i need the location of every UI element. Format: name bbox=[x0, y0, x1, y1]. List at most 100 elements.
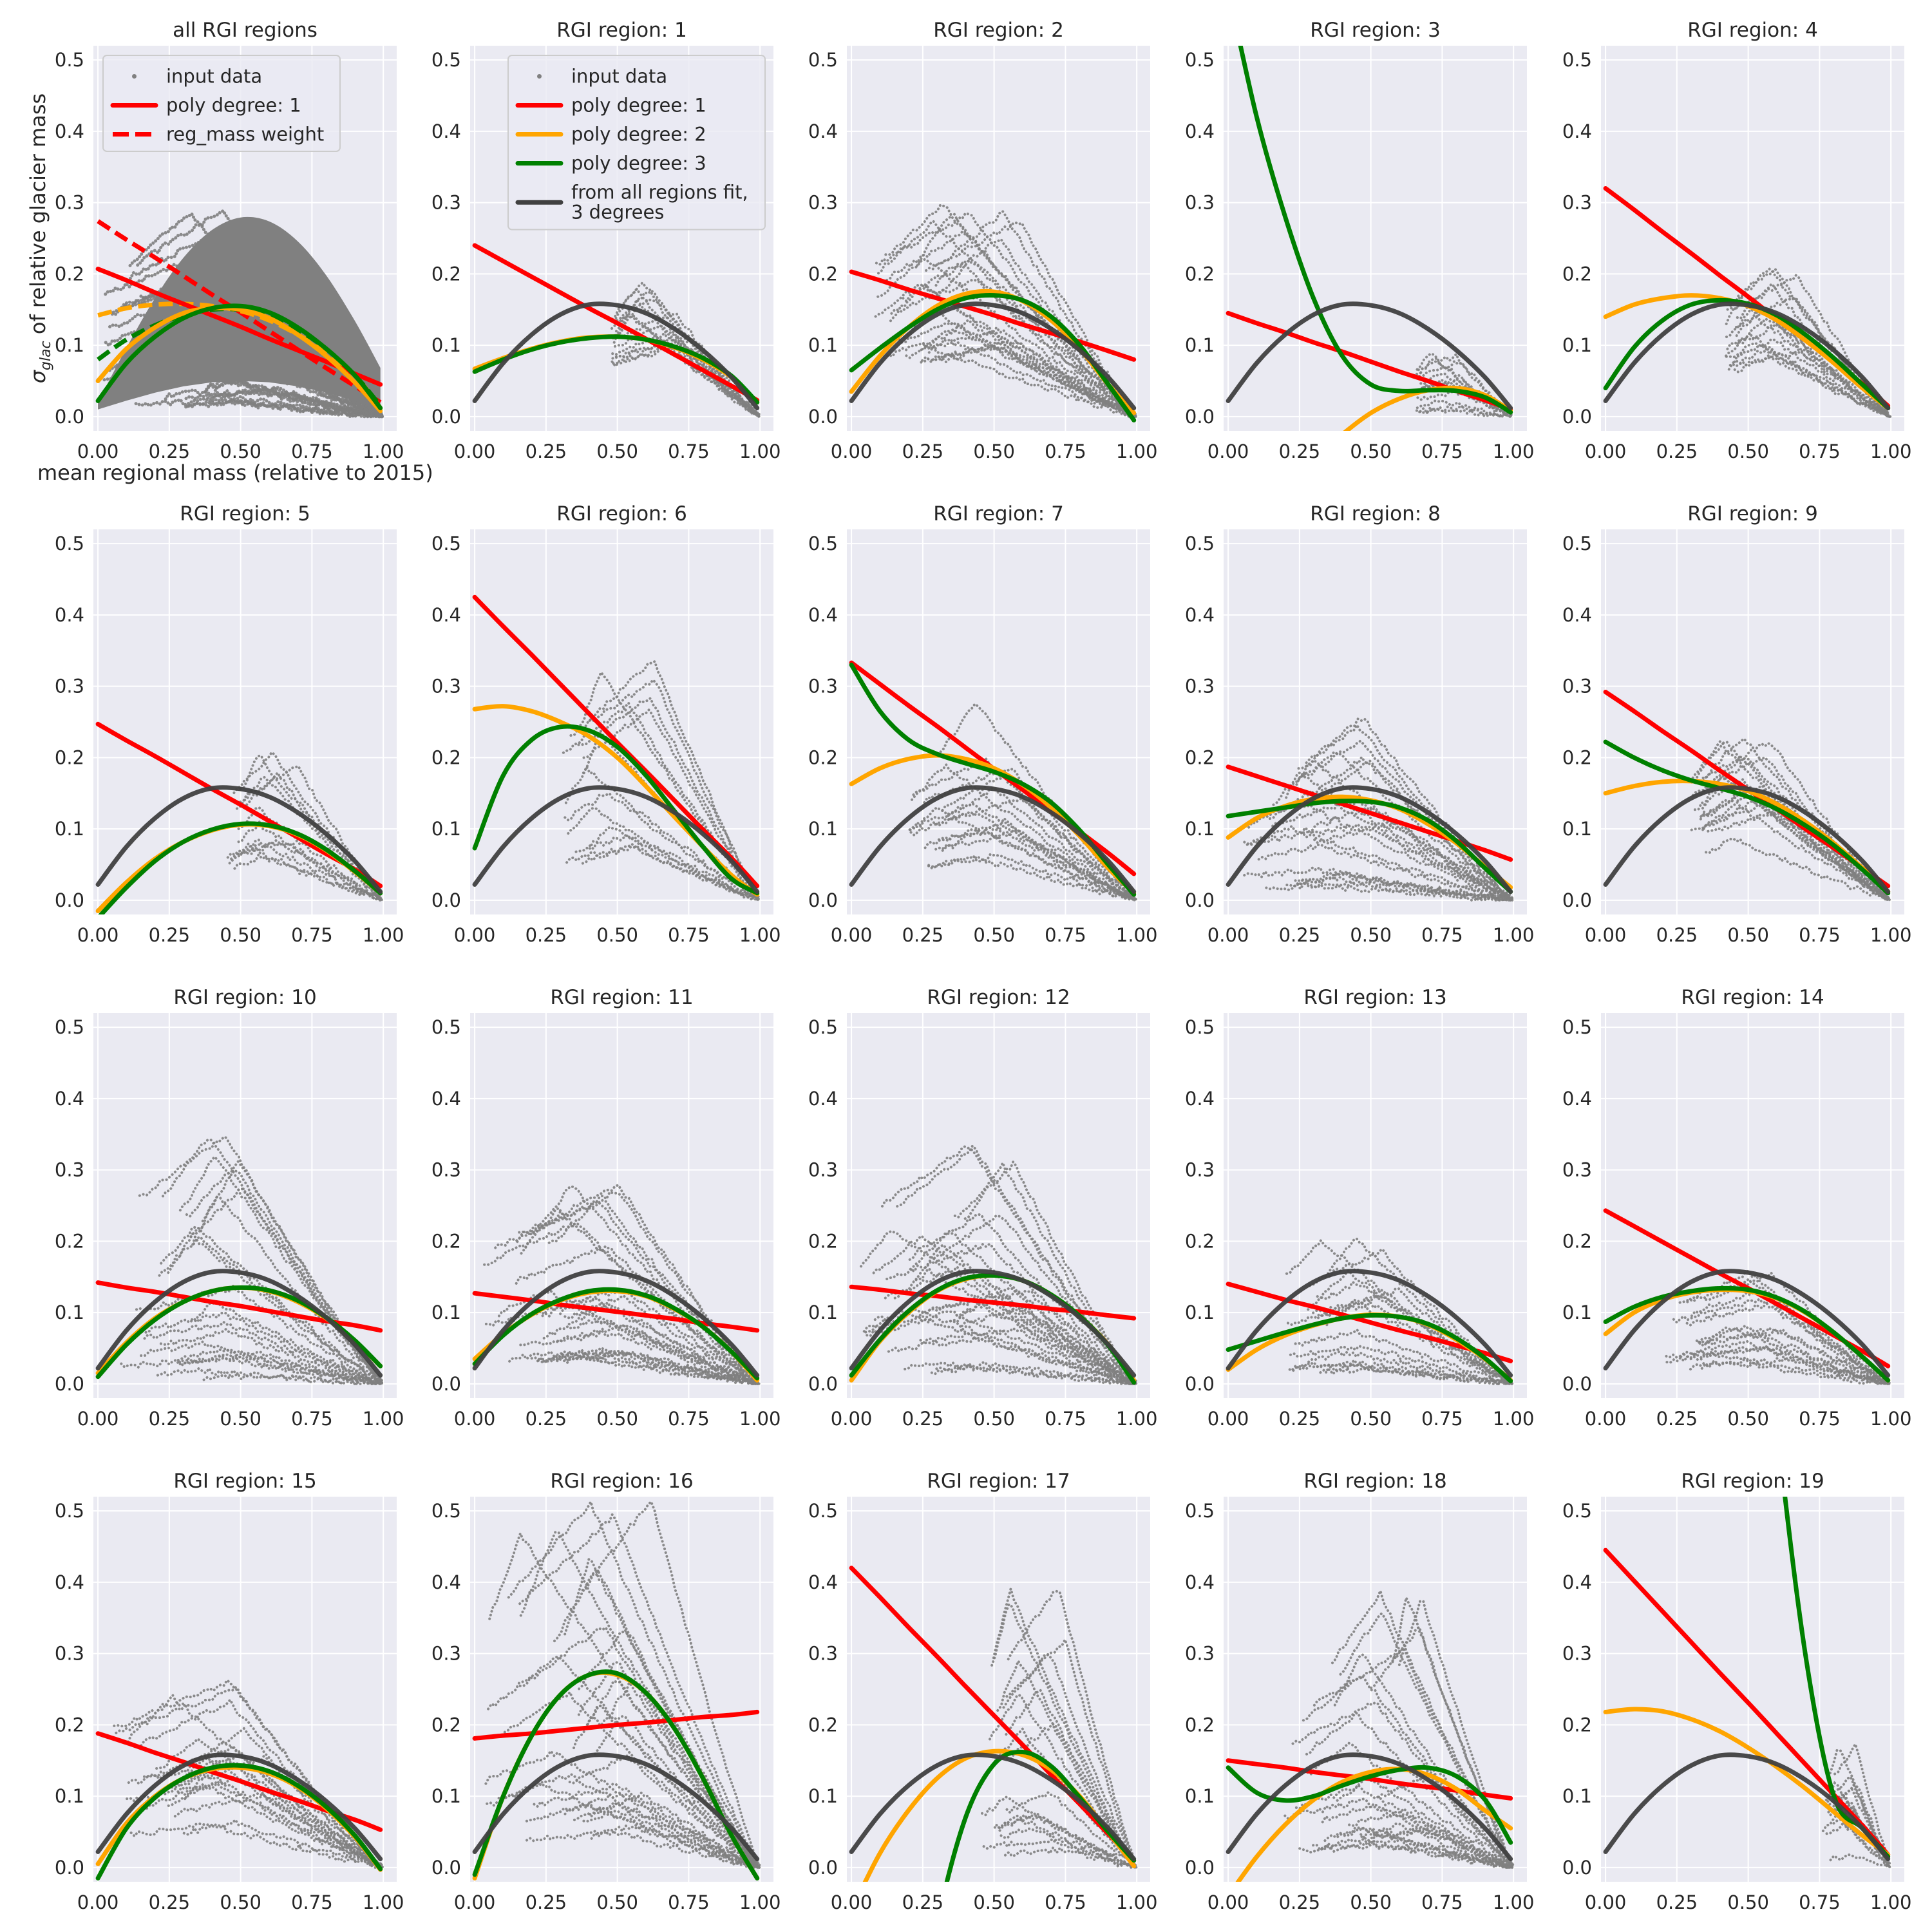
x-tick-label: 1.00 bbox=[1493, 440, 1535, 462]
input-data-trace bbox=[880, 320, 1137, 417]
y-tick-label: 0.5 bbox=[1562, 49, 1592, 71]
plot-content bbox=[1603, 1208, 1892, 1386]
subplot-title: RGI region: 5 bbox=[180, 502, 310, 526]
x-tick-label: 1.00 bbox=[363, 1408, 404, 1430]
y-tick-label: 0.1 bbox=[55, 334, 84, 356]
global-fit-curve bbox=[849, 1269, 1137, 1378]
y-tick-label: 0.5 bbox=[1185, 49, 1215, 71]
subplot-region-15: 0.00 0.25 0.50 0.75 1.00 0.0 0.1 0.2 0.3 0.4 0.5 RG… bbox=[55, 1470, 404, 1913]
y-tick-label: 0.1 bbox=[55, 818, 84, 840]
input-data-trace bbox=[1703, 785, 1891, 902]
input-data-trace bbox=[992, 1584, 1135, 1863]
x-axis-label: mean regional mass (relative to 2015) bbox=[37, 460, 433, 485]
y-tick-label: 0.5 bbox=[431, 1016, 461, 1038]
y-tick-label: 0.4 bbox=[1562, 1571, 1592, 1593]
input-data-trace bbox=[563, 1348, 761, 1385]
input-data-trace bbox=[886, 230, 1139, 418]
x-tick-label: 0.75 bbox=[291, 924, 333, 946]
x-tick-label: 0.00 bbox=[454, 924, 496, 946]
y-tick-label: 0.2 bbox=[1562, 263, 1592, 285]
plot-content bbox=[1226, 717, 1515, 902]
input-data-trace bbox=[585, 1680, 759, 1866]
y-tick-label: 0.0 bbox=[431, 406, 461, 428]
input-data-trace bbox=[590, 1824, 761, 1869]
input-data-trace bbox=[1826, 1781, 1891, 1869]
input-data-trace bbox=[1308, 1247, 1513, 1385]
input-data-trace bbox=[1002, 1653, 1135, 1865]
global-fit-curve bbox=[95, 1269, 383, 1378]
x-tick-label: 0.50 bbox=[1350, 1891, 1392, 1913]
input-data-trace bbox=[1689, 1358, 1891, 1386]
global-fit-curve bbox=[472, 785, 760, 895]
input-data-trace bbox=[1729, 267, 1889, 415]
input-data-trace bbox=[600, 1680, 761, 1869]
legend: input data poly degree: 1 reg_mass weight bbox=[102, 55, 341, 152]
y-tick-label: 0.5 bbox=[808, 1016, 838, 1038]
global-fit-curve bbox=[1226, 785, 1513, 895]
x-tick-label: 1.00 bbox=[739, 1891, 781, 1913]
subplot-region-2: 0.00 0.25 0.50 0.75 1.00 0.0 0.1 0.2 0.3 0.4 0.5 RG… bbox=[808, 19, 1158, 462]
x-tick-label: 1.00 bbox=[739, 924, 781, 946]
y-tick-label: 0.1 bbox=[1185, 818, 1215, 840]
poly3-fit-curve bbox=[1783, 1497, 1891, 1859]
x-tick-label: 0.25 bbox=[902, 924, 944, 946]
y-tick-label: 0.2 bbox=[1562, 1714, 1592, 1736]
input-data-trace bbox=[1829, 1853, 1890, 1868]
subplot-title: RGI region: 1 bbox=[556, 19, 687, 42]
y-tick-label: 0.1 bbox=[1562, 1302, 1592, 1323]
y-tick-label: 0.4 bbox=[55, 1571, 84, 1593]
x-tick-label: 0.25 bbox=[1279, 1891, 1321, 1913]
subplot-region-12: 0.00 0.25 0.50 0.75 1.00 0.0 0.1 0.2 0.3 0.4 0.5 RG… bbox=[808, 986, 1158, 1430]
x-tick-label: 0.50 bbox=[973, 440, 1015, 462]
input-data-trace bbox=[872, 1234, 1135, 1383]
poly3-fit-curve bbox=[1603, 1285, 1891, 1383]
input-data-trace bbox=[185, 398, 384, 419]
legend-label: poly degree: 2 bbox=[571, 124, 706, 146]
y-tick-label: 0.4 bbox=[431, 1088, 461, 1110]
input-data-trace bbox=[919, 1326, 1138, 1385]
y-tick-label: 0.0 bbox=[1185, 1373, 1215, 1395]
input-data-trace bbox=[203, 379, 384, 419]
input-data-trace bbox=[191, 1300, 382, 1383]
y-tick-label: 0.4 bbox=[55, 604, 84, 626]
y-tick-label: 0.2 bbox=[55, 263, 84, 285]
poly1-fit-curve bbox=[849, 1284, 1137, 1321]
y-tick-label: 0.2 bbox=[431, 263, 461, 285]
x-tick-label: 0.00 bbox=[1208, 440, 1249, 462]
input-data-trace bbox=[515, 1244, 761, 1385]
input-data-trace bbox=[239, 764, 383, 897]
plot-content bbox=[472, 243, 762, 418]
y-tick-label: 0.5 bbox=[55, 49, 84, 71]
input-data-trace bbox=[1297, 739, 1513, 898]
x-tick-label: 0.25 bbox=[1279, 1408, 1321, 1430]
x-tick-label: 0.00 bbox=[77, 1408, 119, 1430]
subplot-all-regions: 0.00 0.25 0.50 0.75 1.00 0.0 0.1 0.2 0.3 0.4 0.5 al… bbox=[55, 19, 404, 462]
input-data-trace bbox=[920, 343, 1135, 416]
input-data-trace bbox=[1697, 1326, 1892, 1385]
plot-content bbox=[1603, 186, 1892, 418]
input-data-trace bbox=[1300, 806, 1512, 899]
input-data-trace bbox=[1005, 1636, 1135, 1864]
input-data-trace bbox=[488, 1530, 758, 1869]
input-data-trace bbox=[876, 258, 1136, 418]
x-tick-label: 0.00 bbox=[831, 440, 873, 462]
input-data-trace bbox=[1700, 754, 1891, 902]
input-data-scatter bbox=[483, 1183, 761, 1386]
input-data-trace bbox=[519, 1329, 759, 1385]
input-data-trace bbox=[1370, 1625, 1513, 1866]
y-tick-label: 0.0 bbox=[808, 406, 838, 428]
poly3-fit-curve bbox=[95, 303, 383, 411]
y-tick-label: 0.3 bbox=[1185, 192, 1215, 214]
input-data-trace bbox=[140, 1340, 383, 1385]
subplot-title: RGI region: 3 bbox=[1310, 19, 1441, 42]
subplot-region-4: 0.00 0.25 0.50 0.75 1.00 0.0 0.1 0.2 0.3 0.4 0.5 RG… bbox=[1562, 19, 1912, 462]
input-data-trace bbox=[1247, 799, 1514, 900]
x-tick-label: 0.75 bbox=[1045, 440, 1086, 462]
y-tick-label: 0.3 bbox=[1562, 676, 1592, 697]
y-tick-label: 0.4 bbox=[808, 1088, 838, 1110]
input-data-trace bbox=[934, 828, 1136, 902]
input-data-trace bbox=[532, 1184, 761, 1385]
subplot-region-9: 0.00 0.25 0.50 0.75 1.00 0.0 0.1 0.2 0.3 0.4 0.5 RG… bbox=[1562, 502, 1912, 946]
poly1-fit-curve bbox=[849, 1566, 1137, 1863]
poly2-fit-curve bbox=[95, 305, 383, 413]
